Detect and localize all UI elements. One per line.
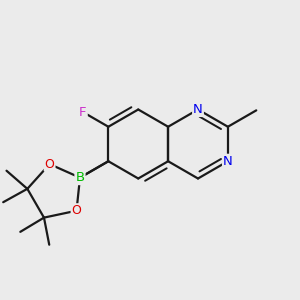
Text: N: N	[193, 103, 203, 116]
Text: O: O	[72, 204, 81, 217]
Text: N: N	[223, 155, 233, 168]
Text: F: F	[79, 106, 87, 118]
Text: B: B	[75, 171, 85, 184]
Text: O: O	[45, 158, 55, 171]
